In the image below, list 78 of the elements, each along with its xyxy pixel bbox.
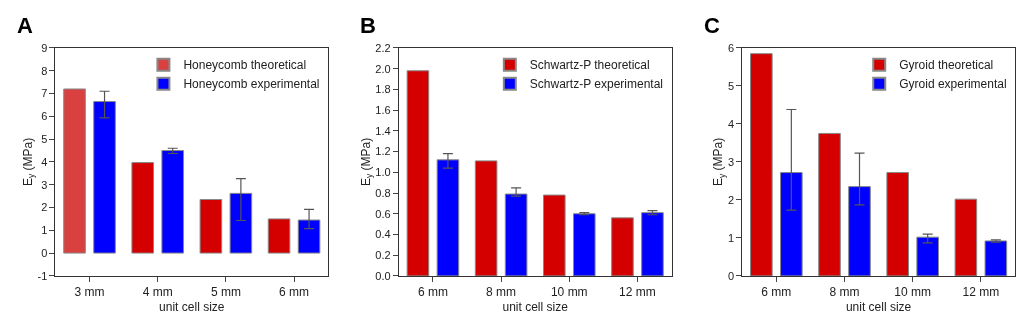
y-tick-label: 1 [727,231,735,244]
chart-title: C [704,13,720,38]
bar [93,101,116,254]
y-tick-label: 0.8 [375,186,391,199]
bar [886,172,909,276]
bar [131,162,155,254]
x-tick-label: 3 mm [74,285,105,300]
x-tick-label: 10 mm [550,285,588,300]
bar [504,193,528,276]
bar [161,150,185,254]
x-tick-label: 12 mm [962,285,1000,300]
x-tick-label: 8 mm [486,285,517,300]
bar [848,186,871,276]
x-tick-label: 10 mm [894,285,932,300]
y-tick-label: 4 [41,155,48,168]
x-tick-label: 5 mm [210,285,241,300]
bar [750,53,773,276]
y-tick-label: 5 [727,79,735,92]
y-tick-label: 8 [41,64,48,77]
bar [954,198,978,276]
bar [297,219,321,254]
y-tick-label: 6 [41,110,48,123]
y-tick-label: 2 [41,201,48,214]
y-tick-label: 0 [727,269,735,282]
bar [406,70,430,276]
legend-label: Gyroid experimental [899,77,1007,92]
y-tick-label: 2 [727,193,735,206]
y-tick-label: 0.4 [375,228,391,241]
x-axis-title: unit cell size [845,300,912,315]
y-tick-label: 4 [727,117,735,130]
x-axis-title: unit cell size [502,300,569,315]
chart-title: B [360,13,376,38]
y-tick-label: 1.8 [375,83,391,96]
x-tick-label: 4 mm [142,285,173,300]
bar [572,213,596,276]
y-tick-label: 5 [41,132,48,145]
x-axis-title: unit cell size [159,300,225,315]
y-tick-label: 2.0 [375,62,391,75]
bar [542,194,566,276]
legend-label: Schwartz-P experimental [529,77,663,92]
bar [641,212,664,276]
y-tick-label: 9 [41,41,48,54]
bar [199,199,223,254]
x-tick-label: 6 mm [761,285,792,300]
y-tick-label: 1.0 [375,166,391,179]
y-tick-label: 3 [41,178,48,191]
bar [818,132,841,276]
y-tick-label: 0 [41,246,48,259]
x-tick-label: 6 mm [417,285,448,300]
y-tick-label: 0.2 [375,249,391,262]
y-tick-label: 3 [727,155,735,168]
bar [984,240,1008,276]
legend-label: Honeycomb theoretical [183,58,307,73]
bar [780,172,803,276]
y-tick-label: 7 [41,87,48,100]
y-tick-label: 1.2 [375,145,391,158]
bar [229,192,253,254]
y-tick-label: 0.6 [375,207,391,220]
y-tick-label: 1.4 [375,124,391,137]
x-tick-label: 6 mm [279,285,310,300]
bar [474,160,498,276]
bar [436,159,460,276]
bar [63,88,86,254]
legend-label: Honeycomb experimental [183,77,320,92]
legend-label: Schwartz-P theoretical [529,58,650,73]
y-tick-label: 1.6 [375,103,391,116]
bar [916,236,939,276]
legend-label: Gyroid theoretical [899,58,994,73]
x-tick-label: 12 mm [619,285,656,300]
x-tick-label: 8 mm [829,285,860,300]
y-tick-label: -1 [37,269,48,282]
y-tick-label: 1 [41,224,48,237]
bar [267,218,291,254]
y-tick-label: 6 [727,41,735,54]
chart-title: A [17,13,33,38]
bar [611,217,634,276]
y-tick-label: 0.0 [375,269,391,282]
y-tick-label: 2.2 [375,41,391,54]
